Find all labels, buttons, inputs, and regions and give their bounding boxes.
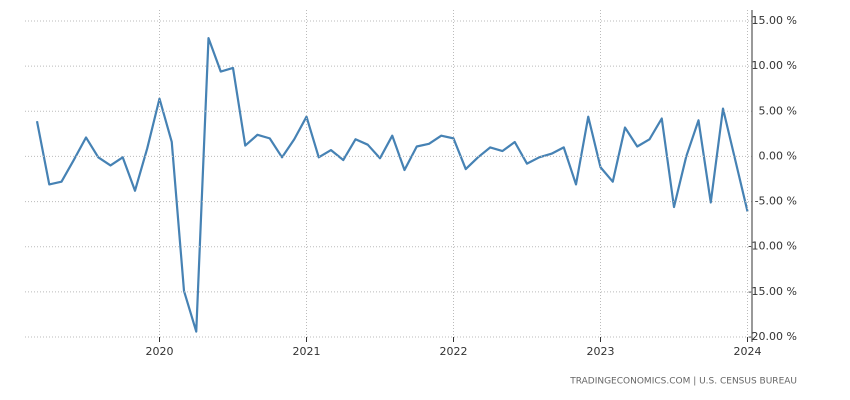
y-tick-label: -10.00 % <box>748 240 797 253</box>
y-tick-label: -15.00 % <box>748 285 797 298</box>
y-tick-label: 10.00 % <box>752 59 797 72</box>
x-tick-label: 2024 <box>734 345 762 358</box>
source: TRADINGECONOMICS.COM | U.S. CENSUS BUREA… <box>569 377 797 387</box>
y-tick-label: 0.00 % <box>759 149 797 162</box>
y-tick-label: 15.00 % <box>752 14 797 27</box>
x-tick-label: 2021 <box>293 345 321 358</box>
x-tick-label: 2023 <box>587 345 615 358</box>
line <box>35 37 749 333</box>
x-tick-label: 2020 <box>146 345 174 358</box>
x-tick-label: 2022 <box>440 345 468 358</box>
y-tick-label: 5.00 % <box>759 104 797 117</box>
y-tick-label: -5.00 % <box>755 195 797 208</box>
y-tick-label: -20.00 % <box>748 330 797 343</box>
